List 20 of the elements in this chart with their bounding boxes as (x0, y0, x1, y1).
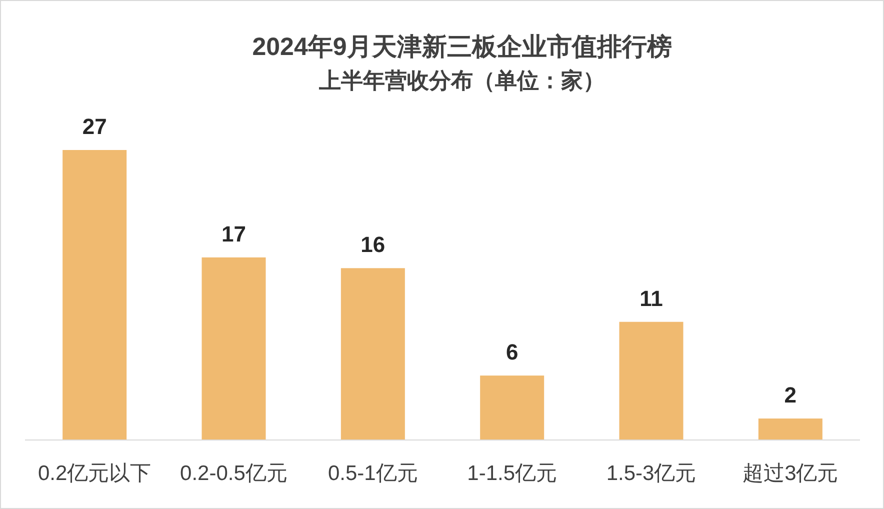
data-label: 27 (82, 114, 107, 139)
bar (62, 150, 127, 440)
bar (619, 322, 684, 440)
chart-subtitle: 上半年营收分布（单位：家） (318, 68, 605, 93)
bar (758, 418, 822, 440)
x-tick-label: 0.2亿元以下 (38, 462, 152, 485)
x-tick-label: 0.2-0.5亿元 (180, 462, 288, 485)
data-label: 2 (784, 382, 797, 408)
x-tick-label: 1.5-3亿元 (606, 462, 696, 485)
data-label: 11 (640, 286, 663, 311)
data-label: 6 (506, 340, 518, 365)
bar (340, 268, 405, 440)
data-label: 16 (360, 232, 386, 258)
bar (202, 257, 266, 440)
bar (480, 376, 544, 440)
x-tick-label: 超过3亿元 (742, 462, 838, 485)
x-tick-label: 1-1.5亿元 (467, 462, 558, 485)
x-tick-label: 0.5-1亿元 (328, 462, 418, 485)
data-label: 17 (222, 221, 246, 246)
chart-title: 2024年9月天津新三板企业市值排行榜 (252, 33, 672, 61)
